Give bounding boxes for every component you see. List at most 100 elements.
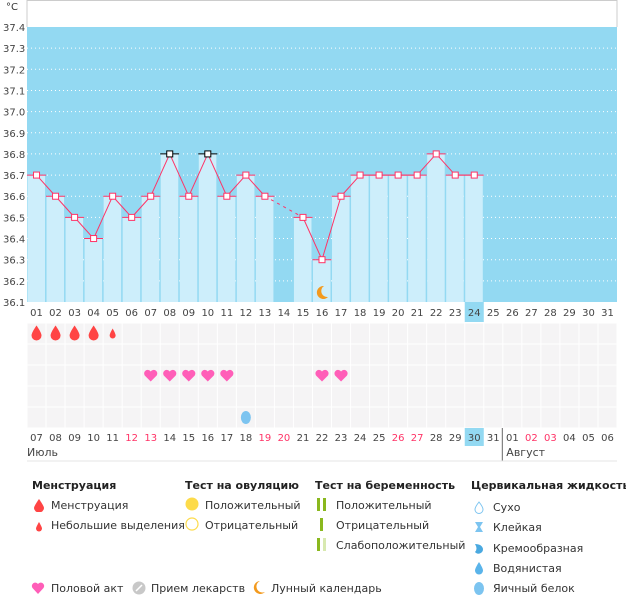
y-tick-label: 37.1 <box>3 86 25 97</box>
temperature-point-23 <box>451 171 459 179</box>
legend-creamy: Кремообразная <box>493 542 584 555</box>
day-label: 12 <box>240 308 253 319</box>
event-cell <box>560 386 579 407</box>
event-cell <box>332 407 351 428</box>
event-cell <box>579 344 598 365</box>
calendar-date: 22 <box>316 433 329 444</box>
event-cell <box>255 323 274 344</box>
event-cell <box>274 344 293 365</box>
event-cell <box>236 386 255 407</box>
month-label-august: Август <box>506 446 545 459</box>
day-label: 15 <box>297 308 310 319</box>
event-cell <box>484 344 503 365</box>
event-cell <box>579 323 598 344</box>
event-cell <box>293 323 312 344</box>
bar-day-15 <box>293 217 312 302</box>
event-cell <box>198 323 217 344</box>
legend-menstruation-title: Менструация <box>32 479 117 492</box>
event-cell <box>312 407 332 428</box>
event-cell <box>598 407 617 428</box>
event-cell <box>236 365 255 386</box>
event-cell <box>103 365 122 386</box>
temperature-point-12 <box>242 171 250 179</box>
temperature-line <box>302 217 323 260</box>
temperature-line <box>169 153 190 197</box>
event-cell <box>408 407 427 428</box>
legend-medication: Прием лекарств <box>151 582 246 595</box>
y-tick-label: 36.9 <box>3 129 25 140</box>
temperature-point-18 <box>356 171 364 179</box>
unit-label: °C <box>6 2 18 13</box>
calendar-date: 14 <box>163 433 176 444</box>
calendar-date: 15 <box>182 433 195 444</box>
event-cell <box>560 365 579 386</box>
temperature-line <box>74 217 94 239</box>
event-cell <box>160 344 179 365</box>
event-cell <box>503 407 522 428</box>
temperature-point-09 <box>185 192 193 200</box>
calendar-date: 07 <box>30 433 43 444</box>
pill-icon <box>132 581 146 595</box>
event-cell <box>446 365 465 386</box>
day-label: 30 <box>582 308 595 319</box>
day-label: 24 <box>468 308 481 319</box>
event-cell <box>103 386 122 407</box>
calendar-date: 27 <box>411 433 424 444</box>
pregnancy-positive-icon <box>317 498 326 511</box>
event-cell <box>598 323 617 344</box>
dry-icon <box>474 501 484 514</box>
event-cell <box>160 323 179 344</box>
temperature-line <box>226 174 247 197</box>
y-tick-label: 36.8 <box>3 150 25 161</box>
calendar-date: 18 <box>240 433 253 444</box>
day-label: 27 <box>525 308 538 319</box>
event-cell <box>351 386 370 407</box>
legend-menstruation: Менструация <box>51 499 129 512</box>
event-cell <box>560 407 579 428</box>
calendar-date: 30 <box>468 433 481 444</box>
temperature-point-24 <box>470 171 478 179</box>
event-cell <box>293 365 312 386</box>
event-cell <box>27 344 46 365</box>
day-label: 16 <box>316 308 329 319</box>
event-cell <box>522 365 541 386</box>
calendar-date: 16 <box>201 433 214 444</box>
y-tick-label: 36.2 <box>3 277 25 288</box>
event-cell <box>179 323 198 344</box>
event-cell <box>332 344 351 365</box>
legend-ovulation-title: Тест на овуляцию <box>185 479 299 492</box>
event-cell <box>46 344 65 365</box>
temperature-gap-line <box>264 195 304 218</box>
temperature-line <box>207 153 228 197</box>
event-cell <box>217 344 236 365</box>
event-cell <box>141 323 160 344</box>
menstruation-drop-icon <box>50 325 61 341</box>
calendar-date: 25 <box>373 433 386 444</box>
day-label: 13 <box>259 308 272 319</box>
temperature-point-04 <box>90 235 98 243</box>
event-cell <box>84 407 103 428</box>
event-cell <box>541 344 560 365</box>
bar-day-01 <box>27 175 46 302</box>
temperature-line <box>36 174 56 197</box>
event-cell <box>160 386 179 407</box>
calendar-date: 11 <box>106 433 119 444</box>
legend-ovulation-negative: Отрицательный <box>205 519 299 532</box>
temperature-line <box>188 153 209 197</box>
y-tick-label: 36.7 <box>3 171 25 182</box>
day-label: 31 <box>601 308 614 319</box>
calendar-date: 04 <box>563 433 576 444</box>
day-label: 26 <box>506 308 519 319</box>
temperature-point-13 <box>261 192 269 200</box>
temperature-point-07 <box>147 192 155 200</box>
event-cell <box>122 344 141 365</box>
event-cell <box>274 386 293 407</box>
event-cell <box>46 407 65 428</box>
event-cell <box>141 386 160 407</box>
bar-day-08 <box>160 153 179 302</box>
event-cell <box>370 386 389 407</box>
event-cell <box>274 407 293 428</box>
event-cell <box>503 365 522 386</box>
event-cell <box>84 344 103 365</box>
day-label: 05 <box>106 308 119 319</box>
